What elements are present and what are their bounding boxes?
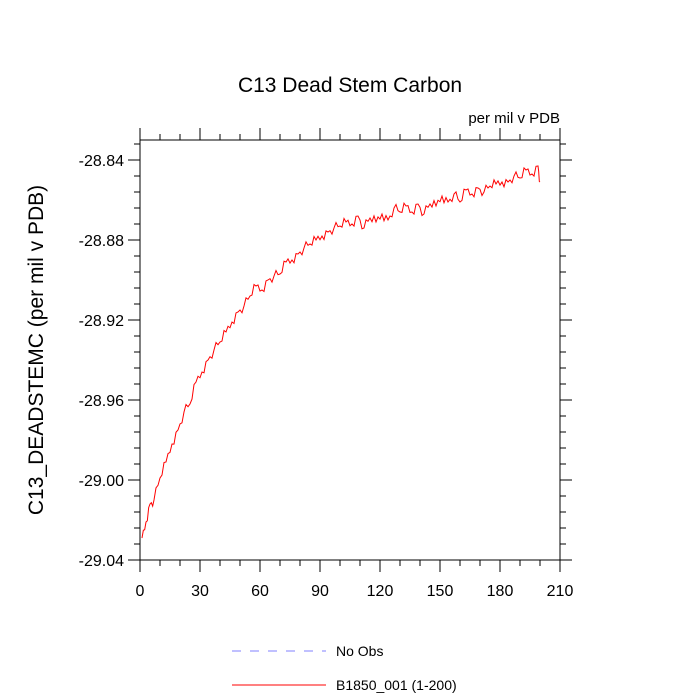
series-layer — [141, 165, 541, 539]
chart-title: C13 Dead Stem Carbon — [238, 74, 462, 97]
y-tick-labels: -29.04 -29.00 -28.96 -28.92 -28.88 -28.84 — [79, 153, 124, 570]
legend-label-no-obs: No Obs — [336, 643, 383, 659]
y-axis-label: C13_DEADSTEMC (per mil v PDB) — [25, 185, 48, 515]
y-tick-label: -28.84 — [79, 153, 124, 170]
legend: No Obs B1850_001 (1-200) — [232, 643, 457, 693]
x-tick-label: 0 — [136, 583, 145, 600]
x-tick-labels: 0 30 60 90 120 150 180 210 — [136, 583, 574, 600]
x-tick-label: 90 — [311, 583, 329, 600]
units-label: per mil v PDB — [468, 110, 560, 127]
legend-label-b1850: B1850_001 (1-200) — [336, 677, 457, 693]
y-tick-label: -28.92 — [79, 313, 124, 330]
y-tick-label: -28.88 — [79, 233, 124, 250]
x-tick-label: 30 — [191, 583, 209, 600]
x-tick-label: 210 — [547, 583, 574, 600]
y-tick-label: -29.04 — [79, 553, 124, 570]
series-line-0 — [141, 165, 541, 539]
plot-frame — [139, 139, 561, 561]
y-tick-label: -29.00 — [79, 473, 124, 490]
x-tick-label: 120 — [367, 583, 394, 600]
axis-ticks — [128, 128, 572, 572]
y-tick-label: -28.96 — [79, 393, 124, 410]
x-tick-label: 60 — [251, 583, 269, 600]
x-tick-label: 180 — [487, 583, 514, 600]
x-tick-label: 150 — [427, 583, 454, 600]
